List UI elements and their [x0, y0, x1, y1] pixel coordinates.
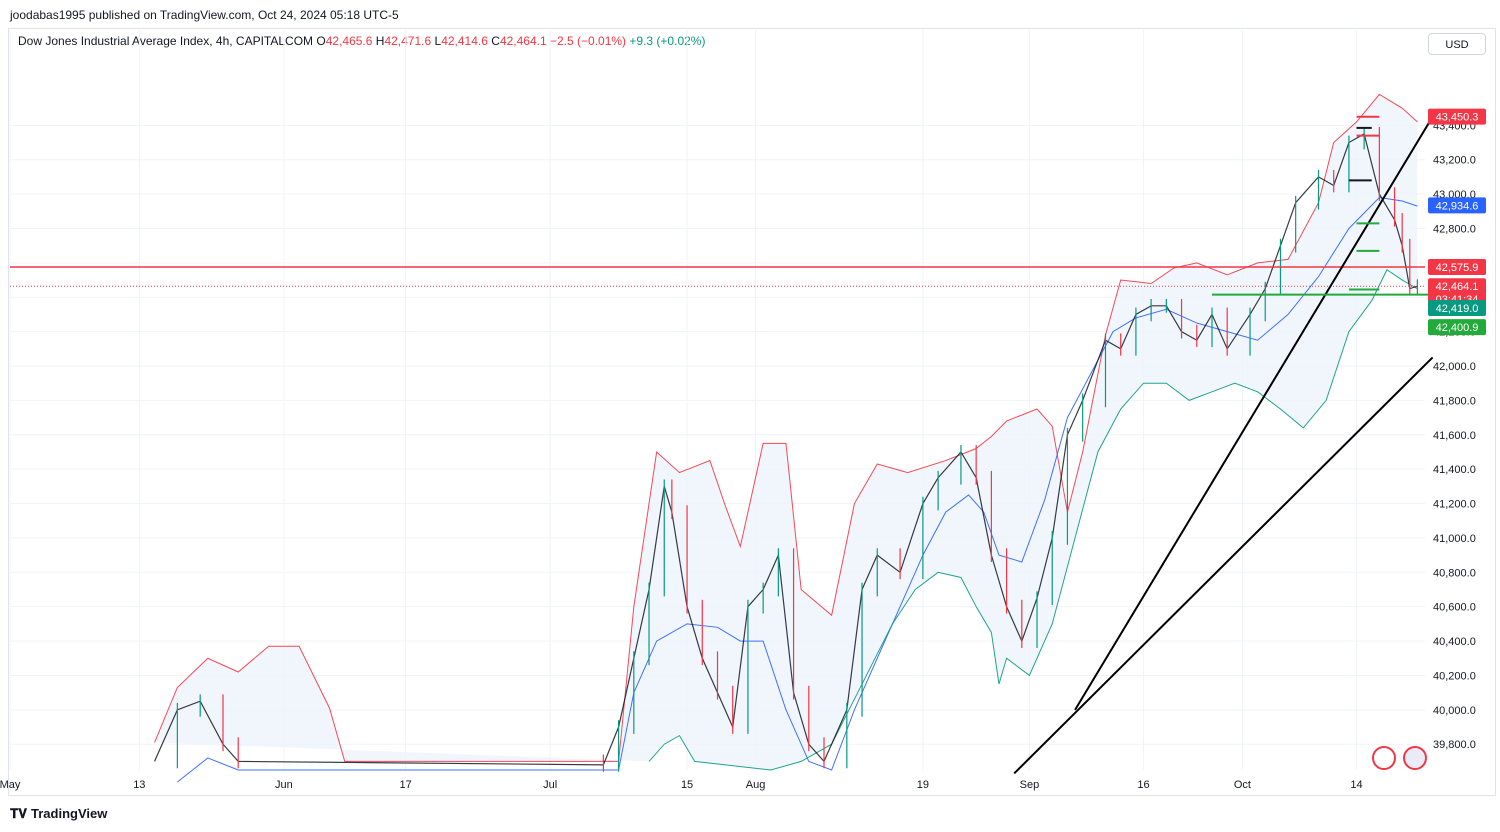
change2-value: +9.3 (+0.02%)	[629, 34, 706, 48]
publisher-line: joodabas1995 published on TradingView.co…	[10, 8, 399, 22]
x-tick-label: 14	[1350, 779, 1362, 791]
close-value: 42,464.1	[499, 34, 547, 48]
footer-brand-label: TradingView	[31, 806, 108, 821]
high-value: 42,471.6	[384, 34, 432, 48]
price-label-box	[1428, 319, 1486, 336]
x-tick-label: Sep	[1020, 779, 1040, 791]
high-label: H	[375, 34, 385, 48]
x-tick-label: Jul	[543, 779, 557, 791]
trendline	[1013, 356, 1434, 775]
price-label: 42,400.9	[1436, 322, 1479, 334]
trendline	[1074, 116, 1434, 711]
y-tick-label: 40,200.0	[1433, 670, 1476, 682]
y-tick-label: 41,000.0	[1433, 533, 1476, 545]
y-tick-label: 41,400.0	[1433, 464, 1476, 476]
price-label-box	[1428, 278, 1486, 295]
price-label-box	[1428, 197, 1486, 214]
symbol-title[interactable]: Dow Jones Industrial Average Index, 4h, …	[18, 34, 314, 48]
symbol-legend: Dow Jones Industrial Average Index, 4h, …	[18, 34, 705, 48]
middle-band-line	[177, 196, 1418, 783]
price-label-box	[1428, 299, 1486, 316]
x-tick-label: 19	[917, 779, 929, 791]
y-tick-label: 41,800.0	[1433, 395, 1476, 407]
us-flag-icon[interactable]	[1403, 746, 1427, 770]
open-value: 42,465.6	[325, 34, 373, 48]
y-tick-label: 43,200.0	[1433, 155, 1476, 167]
x-tick-label: Aug	[746, 779, 766, 791]
x-tick-label: 16	[1137, 779, 1149, 791]
close-label: C	[491, 34, 500, 48]
price-label-box	[1428, 108, 1486, 125]
y-tick-label: 42,800.0	[1433, 223, 1476, 235]
lower-band-line	[648, 268, 1418, 771]
y-tick-label: 41,200.0	[1433, 499, 1476, 511]
y-tick-label: 40,400.0	[1433, 636, 1476, 648]
currency-button[interactable]: USD	[1428, 33, 1486, 55]
footer-brand[interactable]: 𝐓𝐕 TradingView	[10, 806, 107, 822]
x-tick-label: 17	[399, 779, 411, 791]
x-tick-label: 15	[681, 779, 693, 791]
x-tick-label: Jun	[275, 779, 293, 791]
y-tick-label: 40,000.0	[1433, 705, 1476, 717]
tradingview-logo-icon: 𝐓𝐕	[10, 806, 27, 821]
price-label: 42,464.1	[1436, 281, 1479, 293]
y-tick-label: 40,600.0	[1433, 602, 1476, 614]
x-tick-label: May	[0, 779, 21, 791]
upper-band-line	[154, 93, 1418, 762]
chart-frame	[8, 28, 1496, 796]
price-label: 42,934.6	[1436, 200, 1479, 212]
low-value: 42,414.6	[441, 34, 488, 48]
y-tick-label: 42,000.0	[1433, 361, 1476, 373]
y-tick-label: 39,800.0	[1433, 739, 1476, 751]
event-marker-icon[interactable]	[1372, 746, 1396, 770]
price-label: 42,419.0	[1436, 303, 1479, 315]
x-tick-label: 13	[133, 779, 145, 791]
price-label: 42,575.9	[1436, 262, 1479, 274]
y-tick-label: 40,800.0	[1433, 567, 1476, 579]
low-label: L	[434, 34, 442, 48]
price-label-box	[1428, 259, 1486, 276]
x-tick-label: Oct	[1234, 779, 1251, 791]
change-value: −2.5 (−0.01%)	[550, 34, 627, 48]
open-label: O	[316, 34, 326, 48]
y-tick-label: 41,600.0	[1433, 430, 1476, 442]
price-label: 43,450.3	[1436, 112, 1479, 124]
band-fill	[154, 94, 1418, 770]
price-line	[153, 133, 1418, 766]
